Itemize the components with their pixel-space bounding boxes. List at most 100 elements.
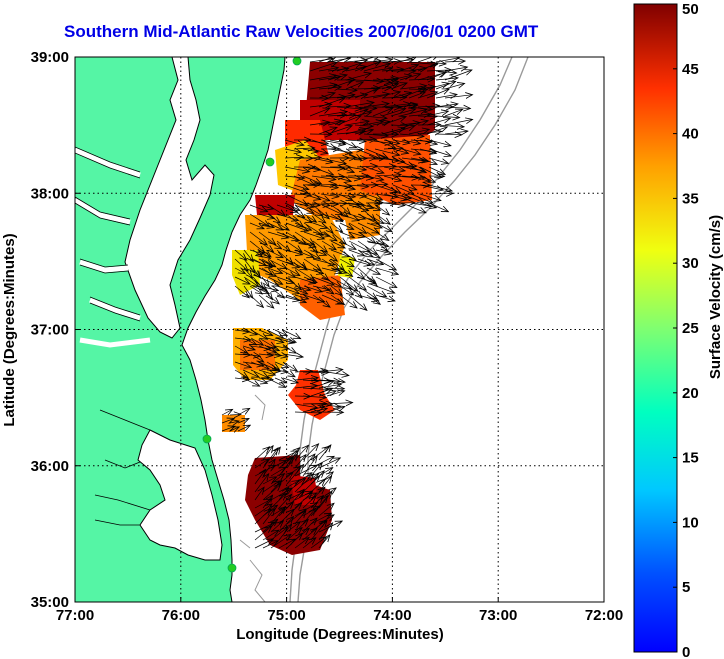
velocity-arrow <box>444 61 465 62</box>
velocity-arrow <box>330 249 349 257</box>
velocity-arrow <box>234 378 249 380</box>
velocity-arrow <box>417 92 438 99</box>
velocity-arrow <box>321 285 334 294</box>
velocity-arrow <box>345 60 368 62</box>
velocity-arrow <box>250 377 267 383</box>
velocity-arrow <box>302 476 320 493</box>
velocity-arrow <box>252 249 263 257</box>
velocity-arrow <box>375 204 390 215</box>
velocity-arrow <box>428 148 451 156</box>
velocity-arrow <box>428 139 451 146</box>
velocity-arrow <box>302 538 316 549</box>
velocity-arrow <box>444 131 468 134</box>
velocity-arrow <box>294 412 321 413</box>
x-tick-label: 75:00 <box>267 607 305 624</box>
velocity-arrow <box>261 285 273 300</box>
velocity-arrow <box>302 396 326 398</box>
velocity-arrow <box>310 370 328 372</box>
velocity-arrow <box>320 194 339 197</box>
velocity-arrow <box>365 184 388 185</box>
velocity-arrow <box>399 109 427 117</box>
velocity-arrow <box>401 185 417 190</box>
velocity-arrow <box>262 509 275 525</box>
chesapeake-bay <box>124 57 215 339</box>
velocity-arrow <box>428 184 452 191</box>
velocity-arrow <box>311 139 336 149</box>
velocity-arrow <box>302 203 320 206</box>
velocity-arrow <box>329 140 346 143</box>
velocity-arrow <box>330 276 351 289</box>
velocity-arrow <box>338 176 361 179</box>
velocity-arrow <box>338 139 357 148</box>
velocity-arrow <box>426 111 448 117</box>
velocity-arrow <box>252 258 266 266</box>
velocity-arrow <box>347 140 366 141</box>
velocity-arrow <box>318 76 341 80</box>
velocity-arrow <box>285 294 306 303</box>
velocity-arrow <box>284 166 310 172</box>
velocity-arrow <box>320 184 337 185</box>
velocity-arrow <box>399 57 417 63</box>
velocity-arrow <box>347 194 367 196</box>
velocity-arrow <box>284 157 303 158</box>
velocity-arrow <box>365 176 384 180</box>
velocity-arrow <box>242 346 255 350</box>
velocity-arrow <box>242 337 256 345</box>
velocity-arrow <box>282 378 298 383</box>
velocity-arrow <box>274 361 289 368</box>
x-tick-label: 77:00 <box>56 607 94 624</box>
velocity-arrow <box>336 89 357 90</box>
velocity-arrow <box>348 285 362 298</box>
velocity-arrow <box>372 122 390 125</box>
velocity-arrow <box>284 176 305 178</box>
velocity-arrow <box>375 222 392 232</box>
velocity-arrow <box>374 148 400 155</box>
velocity-arrow <box>267 213 280 223</box>
velocity-arrow <box>339 267 353 276</box>
velocity-arrow <box>357 213 379 224</box>
velocity-arrow <box>366 285 387 297</box>
velocity-arrow <box>237 425 250 432</box>
velocity-arrow <box>374 184 397 192</box>
velocity-arrow <box>278 524 292 541</box>
velocity-arrow <box>365 193 383 200</box>
velocity-arrow <box>401 140 420 144</box>
velocity-arrow <box>266 377 286 387</box>
isobath-line <box>239 394 266 602</box>
velocity-arrow <box>284 139 304 145</box>
velocity-arrow <box>410 175 430 181</box>
velocity-arrow <box>329 149 352 153</box>
velocity-arrow <box>435 81 456 90</box>
velocity-arrow <box>310 409 327 413</box>
y-tick-label: 36:00 <box>31 458 69 475</box>
velocity-arrow <box>399 104 417 107</box>
velocity-arrow <box>426 127 447 135</box>
velocity-arrow <box>345 67 367 72</box>
velocity-arrow <box>330 240 345 248</box>
velocity-arrow <box>320 157 346 164</box>
velocity-arrow <box>242 369 259 377</box>
x-tick-label: 73:00 <box>479 607 517 624</box>
velocity-arrow <box>221 418 234 423</box>
velocity-arrow <box>401 148 421 154</box>
velocity-arrow <box>270 467 286 477</box>
velocity-arrow <box>234 276 250 284</box>
velocity-arrow <box>410 166 426 173</box>
velocity-arrow <box>309 62 337 72</box>
velocity-arrow <box>258 329 273 336</box>
velocity-arrow <box>399 134 424 137</box>
velocity-arrow <box>276 240 290 252</box>
velocity-arrow <box>381 117 406 126</box>
velocity-arrow <box>339 231 355 238</box>
velocity-arrow <box>293 185 309 189</box>
colorbar-tick-label: 15 <box>682 450 699 467</box>
velocity-arrow <box>310 521 327 541</box>
velocity-arrow <box>294 465 317 477</box>
velocity-arrow <box>311 176 336 180</box>
sound-inlet <box>94 409 151 526</box>
velocity-arrow <box>357 222 379 233</box>
velocity-arrow <box>356 166 377 167</box>
velocity-arrow <box>327 126 352 135</box>
velocity-arrow <box>383 175 402 181</box>
velocity-arrow <box>444 70 472 81</box>
